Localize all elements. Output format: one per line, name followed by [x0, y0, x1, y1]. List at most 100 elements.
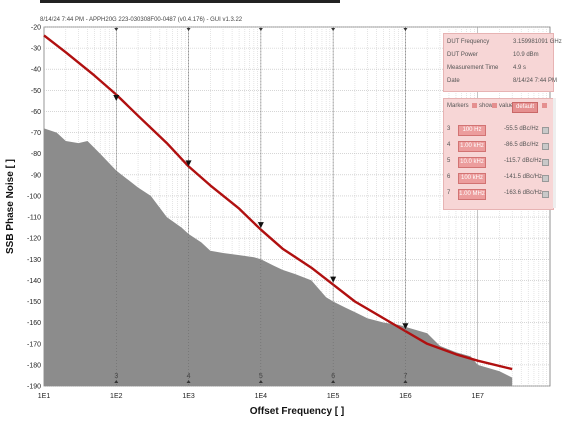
y-tick-label: -140: [27, 278, 41, 285]
info-label: Measurement Time: [447, 65, 499, 71]
x-tick-label: 1E6: [399, 393, 412, 400]
marker-number: 3: [447, 126, 451, 132]
marker-frequency-field[interactable]: 1.00 kHz: [458, 141, 486, 152]
marker-row: 3 100 Hz -55.5 dBc/Hz: [444, 125, 553, 136]
y-axis-title: SSB Phase Noise [ ]: [5, 159, 16, 254]
value-label: value: [499, 103, 514, 110]
noise-floor-area-path: [44, 128, 513, 386]
marker-top-tick-icon: [258, 28, 263, 31]
markers-scrollbar[interactable]: [553, 98, 556, 208]
marker-triangle-icon: [330, 276, 337, 283]
marker-row: 7 1.00 MHz -163.6 dBc/Hz: [444, 189, 553, 200]
info-row-dut-power: DUT Power 10.9 dBm: [447, 52, 550, 61]
marker-number: 6: [447, 174, 451, 180]
info-value: 3.159981091 GHz: [513, 39, 562, 45]
marker-value: -115.7 dBc/Hz: [504, 158, 542, 164]
y-tick-label: -70: [31, 130, 41, 137]
y-tick-label: -190: [27, 384, 41, 391]
marker-top-tick-icon: [331, 28, 336, 31]
marker-toggle[interactable]: [542, 127, 549, 134]
marker-number: 4: [447, 142, 451, 148]
y-tick-label: -170: [27, 341, 41, 348]
y-tick-label: -20: [31, 25, 41, 32]
marker-toggle[interactable]: [542, 143, 549, 150]
marker-value: -163.6 dBc/Hz: [504, 190, 543, 196]
marker-toggle[interactable]: [542, 159, 549, 166]
x-tick-label: 1E5: [327, 393, 340, 400]
value-checkbox[interactable]: value: [492, 103, 513, 109]
markers-panel: Markers show value default 3 100 Hz -55.…: [443, 98, 554, 210]
default-button[interactable]: default: [512, 102, 538, 113]
y-tick-label: -150: [27, 299, 41, 306]
marker-value: -55.5 dBc/Hz: [504, 126, 539, 132]
marker-top-tick-icon: [403, 28, 408, 31]
info-value: 8/14/24 7:44 PM: [513, 78, 558, 84]
show-checkbox[interactable]: show: [472, 103, 493, 109]
marker-number-label: 5: [259, 373, 263, 380]
y-tick-label: -160: [27, 320, 41, 327]
marker-bottom-tick-icon: [186, 380, 191, 383]
info-panel: DUT Frequency 3.159981091 GHz DUT Power …: [443, 33, 562, 92]
panel-indicator: [542, 103, 547, 108]
info-row-measurement-time: Measurement Time 4.9 s: [447, 65, 550, 74]
marker-bottom-tick-icon: [258, 380, 263, 383]
info-row-date: Date 8/14/24 7:44 PM: [447, 78, 557, 87]
y-tick-label: -180: [27, 362, 41, 369]
y-tick-label: -90: [31, 172, 41, 179]
y-tick-label: -130: [27, 257, 41, 264]
y-tick-label: -110: [28, 215, 42, 222]
marker-triangle-icon: [185, 160, 192, 167]
info-value: 10.9 dBm: [513, 52, 539, 58]
window-header: 8/14/24 7:44 PM - APPH20G 223-030308F00-…: [40, 17, 243, 23]
info-value: 4.9 s: [513, 65, 527, 71]
info-label: DUT Frequency: [447, 39, 490, 45]
marker-number-label: 4: [187, 373, 191, 380]
marker-top-tick-icon: [114, 28, 119, 31]
marker-row: 6 100 kHz -141.5 dBc/Hz: [444, 173, 553, 184]
y-tick-label: -60: [31, 109, 41, 116]
marker-triangle-icon: [257, 222, 264, 229]
show-label: show: [479, 103, 494, 110]
marker-triangle-icon: [113, 94, 120, 101]
marker-frequency-field[interactable]: 1.00 MHz: [458, 189, 486, 200]
marker-value: -86.5 dBc/Hz: [504, 142, 539, 148]
marker-top-tick-icon: [186, 28, 191, 31]
marker-bottom-tick-icon: [403, 380, 408, 383]
x-tick-label: 1E3: [182, 393, 195, 400]
marker-frequency-field[interactable]: 100 kHz: [458, 173, 486, 184]
noise-floor-area: [44, 128, 513, 386]
marker-number-label: 3: [114, 373, 118, 380]
checkbox-icon: [492, 103, 497, 108]
checkbox-icon: [472, 103, 477, 108]
marker-value: -141.5 dBc/Hz: [504, 174, 543, 180]
y-tick-label: -30: [31, 46, 41, 53]
y-tick-label: -100: [27, 193, 41, 200]
x-tick-label: 1E2: [110, 393, 123, 400]
y-tick-label: -80: [31, 151, 41, 158]
marker-toggle[interactable]: [542, 175, 549, 182]
marker-frequency-field[interactable]: 10.0 kHz: [458, 157, 486, 168]
title-underline: [40, 0, 340, 3]
markers-layer: 3 4 5 6 7: [113, 27, 409, 386]
markers-title: Markers: [447, 103, 469, 109]
marker-row: 5 10.0 kHz -115.7 dBc/Hz: [444, 157, 553, 168]
x-tick-label: 1E1: [38, 393, 51, 400]
x-tick-label: 1E4: [255, 393, 268, 400]
phase-noise-line: [43, 34, 513, 371]
x-tick-label: 1E7: [471, 393, 484, 400]
marker-row: 4 1.00 kHz -86.5 dBc/Hz: [444, 141, 553, 152]
y-tick-label: -40: [31, 67, 41, 74]
marker-bottom-tick-icon: [114, 380, 119, 383]
marker-triangle-icon: [402, 323, 409, 330]
y-tick-label: -50: [31, 88, 41, 95]
marker-number: 5: [447, 158, 451, 164]
marker-bottom-tick-icon: [331, 380, 336, 383]
x-axis-title: Offset Frequency [ ]: [250, 406, 344, 417]
y-tick-label: -120: [27, 236, 41, 243]
marker-toggle[interactable]: [542, 191, 549, 198]
marker-number-label: 7: [403, 373, 407, 380]
x-axis-ticks: 1E1 1E2 1E3 1E4 1E5 1E6 1E7: [38, 393, 484, 400]
info-row-dut-frequency: DUT Frequency 3.159981091 GHz: [447, 39, 562, 48]
marker-frequency-field[interactable]: 100 Hz: [458, 125, 486, 136]
info-label: DUT Power: [447, 52, 478, 58]
